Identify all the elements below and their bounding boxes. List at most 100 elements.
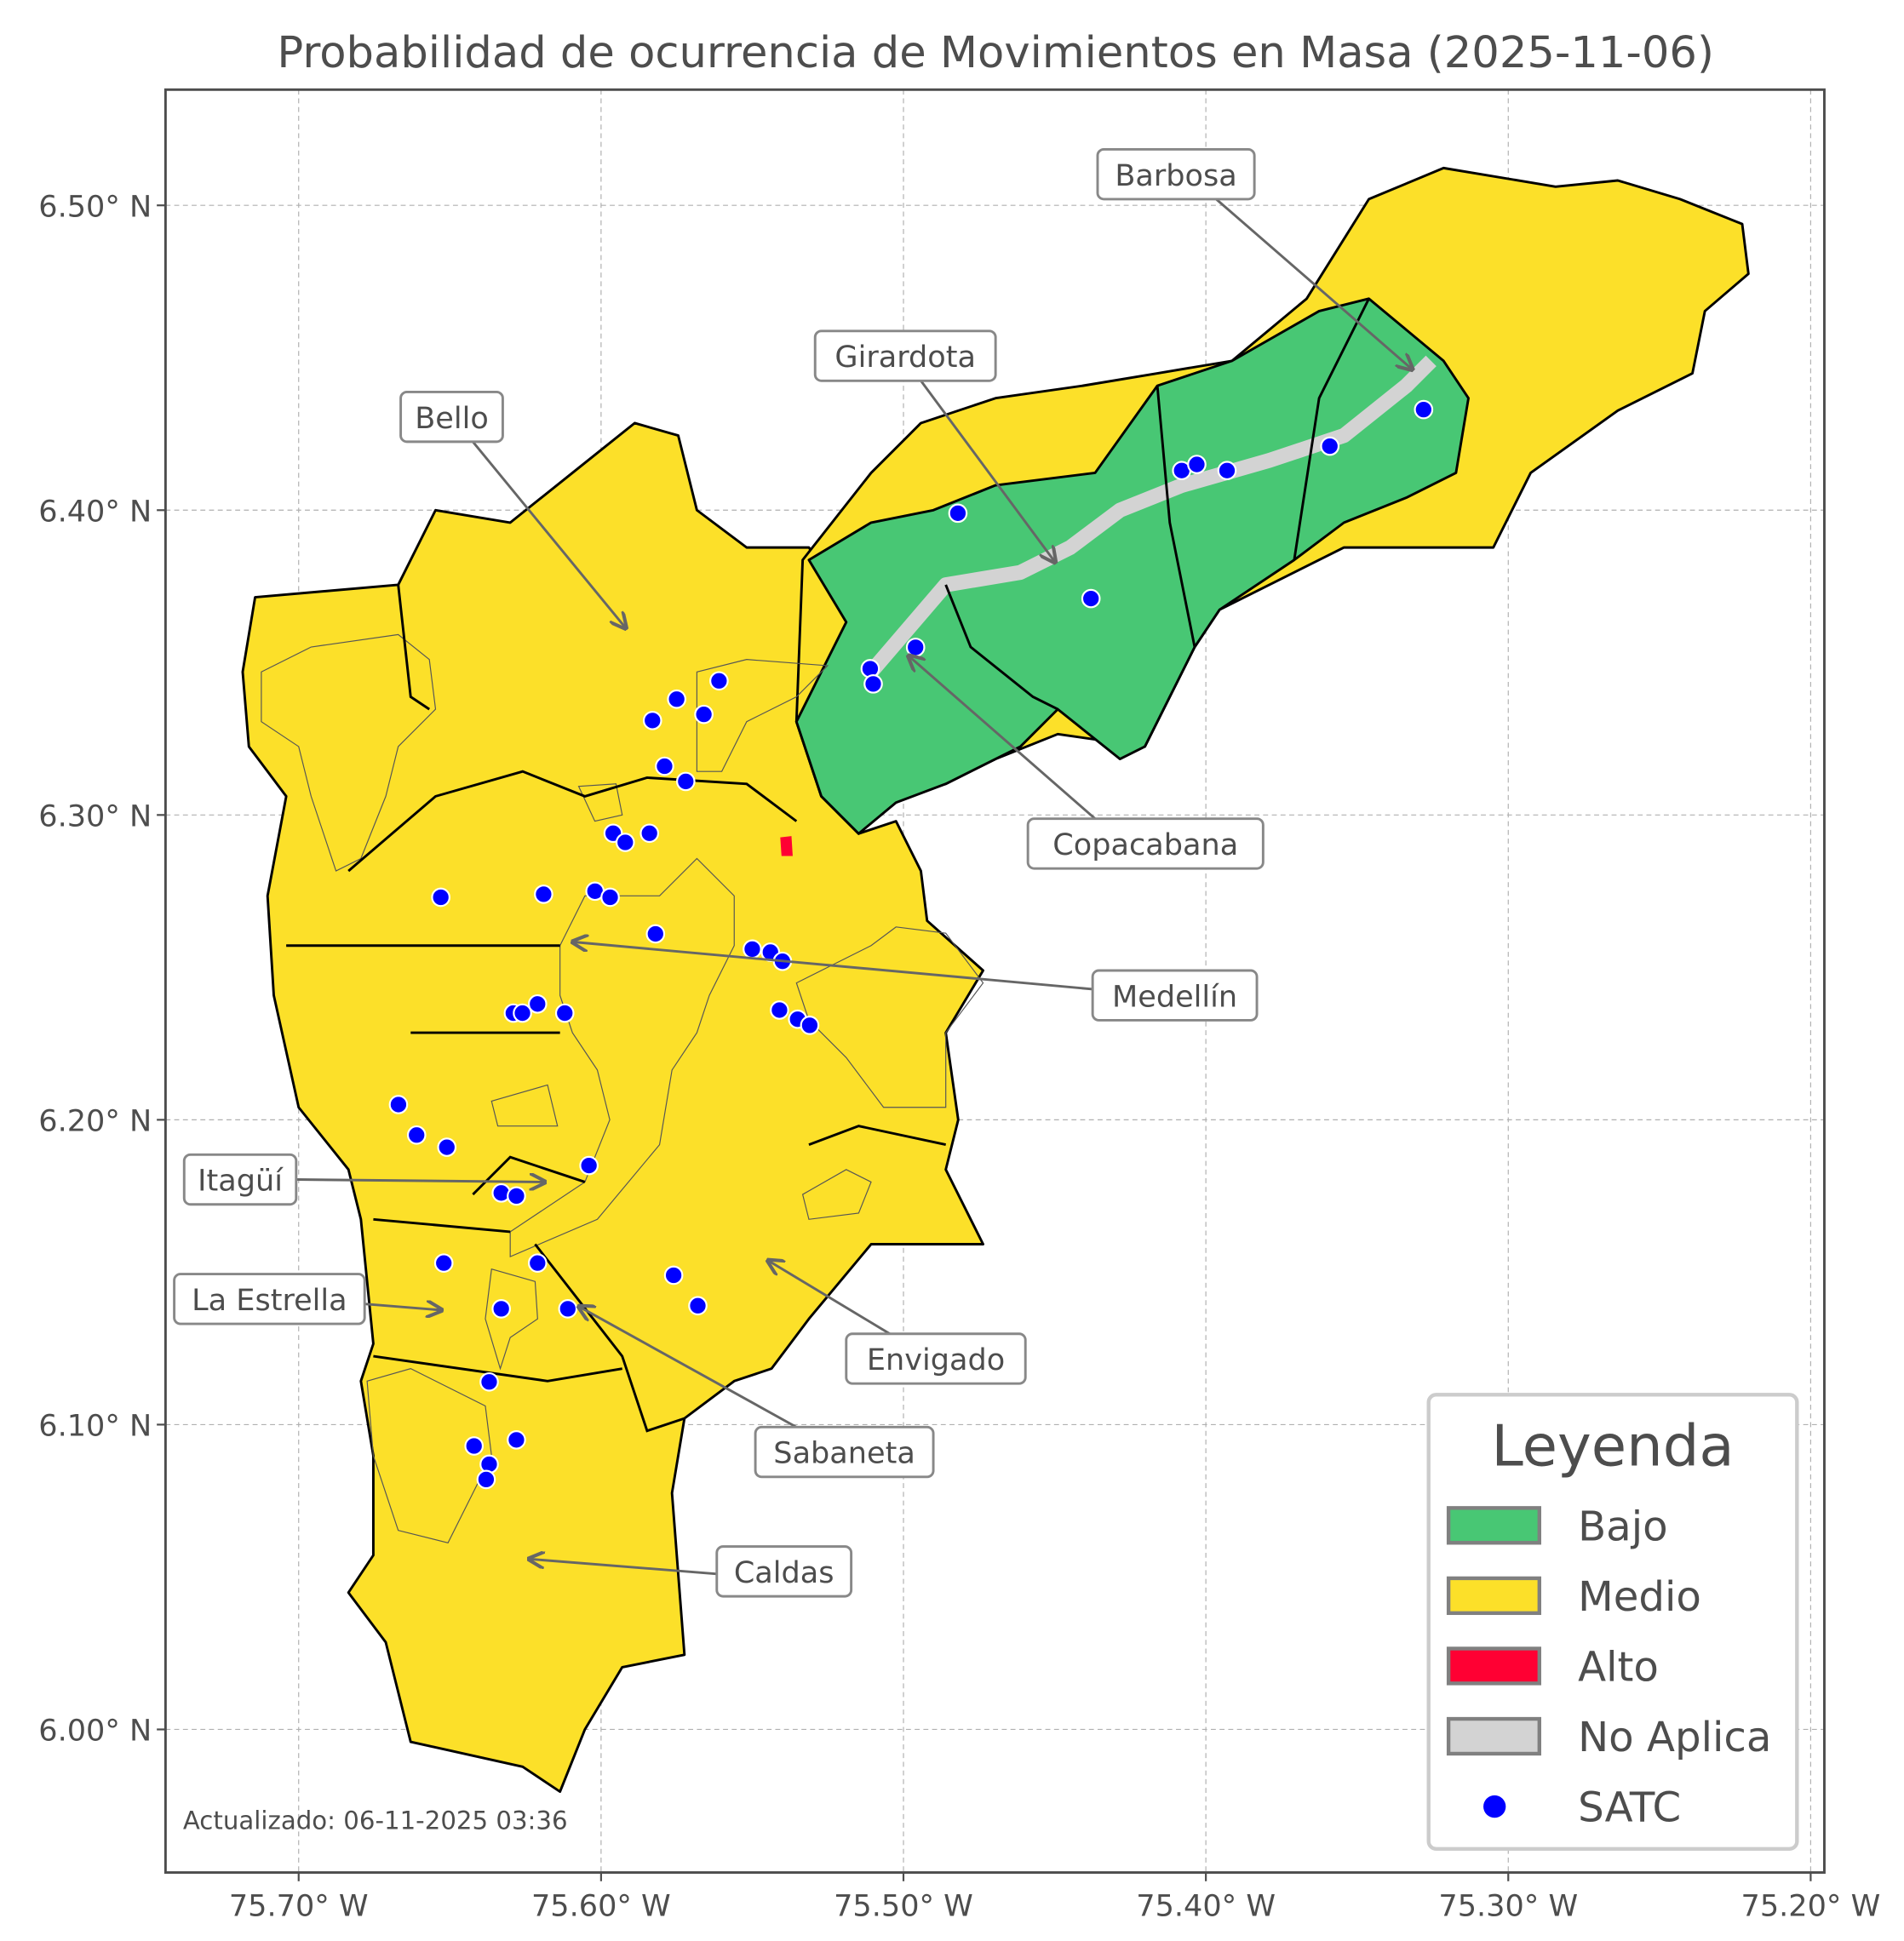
satc-stations [388, 399, 1434, 1490]
x-tick-label: 75.60° W [531, 1889, 671, 1924]
satc-station-point[interactable] [688, 1296, 708, 1316]
satc-station-point[interactable] [770, 1000, 789, 1020]
annotation-medell-n: Medellín [572, 942, 1259, 1022]
satc-station-point[interactable] [491, 1299, 512, 1319]
annotation-box [845, 1332, 1027, 1385]
satc-station-point[interactable] [709, 671, 729, 691]
annotation-label: Itagüí [198, 1164, 284, 1199]
annotation-arrow [572, 942, 1093, 991]
y-tick-label: 6.50° N [38, 189, 152, 224]
map-title: Probabilidad de ocurrencia de Movimiento… [277, 28, 1714, 78]
y-tick-label: 6.40° N [38, 494, 152, 529]
x-tick-label: 75.70° W [229, 1889, 369, 1924]
updated-note: Actualizado: 06-11-2025 03:36 [183, 1806, 568, 1835]
annotation-box [1091, 969, 1259, 1022]
legend-item-alto: Alto [1446, 1643, 1659, 1691]
satc-station-point[interactable] [437, 1137, 457, 1157]
annotation-label: Medellín [1112, 979, 1237, 1014]
region-bajo-east [795, 926, 984, 1108]
annotation-bello: Bello [399, 390, 627, 628]
satc-station-point[interactable] [527, 1253, 548, 1273]
satc-station-point[interactable] [600, 887, 620, 908]
satc-station-point[interactable] [1414, 399, 1434, 420]
region-alto-northwest [261, 633, 437, 872]
legend: Leyenda Bajo Medio Alto No Aplica SATC [1426, 1393, 1799, 1851]
axis-ticks: 75.70° W 75.60° W 75.50° W 75.40° W 75.30° W… [38, 189, 1880, 1923]
annotation-label: Sabaneta [773, 1436, 915, 1471]
y-tick-label: 6.10° N [38, 1409, 152, 1444]
annotation-arrow [364, 1304, 442, 1310]
legend-label: Medio [1578, 1573, 1701, 1621]
annotation-label: Bello [415, 401, 489, 436]
legend-swatch [1446, 1576, 1541, 1616]
legend-label: SATC [1578, 1784, 1681, 1832]
annotation-arrow [579, 1307, 798, 1429]
annotation-sabaneta: Sabaneta [579, 1307, 935, 1479]
satc-station-point[interactable] [513, 1003, 532, 1023]
region-no-aplica-envigado [801, 1169, 872, 1220]
satc-station-point[interactable] [905, 638, 926, 657]
satc-station-point[interactable] [554, 1003, 575, 1023]
risk-regions [241, 166, 1750, 1794]
annotation-box [715, 1545, 853, 1598]
legend-swatch [1446, 1646, 1541, 1686]
satc-station-point[interactable] [694, 704, 714, 724]
region-alto-medellin [780, 836, 793, 856]
satc-station-point[interactable] [527, 993, 548, 1014]
annotation-arrow [295, 1180, 545, 1182]
legend-swatch [1446, 1506, 1541, 1545]
satc-station-point[interactable] [863, 674, 883, 694]
satc-station-point[interactable] [675, 771, 696, 792]
satc-station-point[interactable] [743, 939, 762, 959]
satc-station-point[interactable] [948, 503, 968, 524]
satc-station-point[interactable] [1217, 461, 1237, 481]
satc-station-point[interactable] [1320, 436, 1340, 456]
satc-station-point[interactable] [479, 1371, 499, 1392]
legend-swatch [1446, 1716, 1541, 1756]
satc-station-point[interactable] [667, 689, 686, 709]
satc-station-point[interactable] [800, 1016, 820, 1035]
annotation-label: Copacabana [1052, 827, 1238, 862]
satc-station-point[interactable] [388, 1095, 409, 1114]
satc-station-point[interactable] [655, 756, 674, 776]
satc-station-point[interactable] [476, 1469, 496, 1490]
satc-station-point[interactable] [431, 887, 450, 908]
annotation-girardota: Girardota [813, 329, 1055, 563]
satc-station-point[interactable] [558, 1299, 578, 1319]
annotation-box [1026, 817, 1265, 870]
y-tick-label: 6.00° N [38, 1714, 152, 1749]
x-tick-label: 75.50° W [834, 1889, 973, 1924]
annotation-box [182, 1153, 298, 1206]
region-bajo-west [490, 1084, 559, 1127]
satc-station-point[interactable] [433, 1253, 454, 1273]
y-tick-label: 6.30° N [38, 799, 152, 833]
annotation-box [399, 390, 504, 444]
region-medio-main [241, 421, 984, 1794]
plot-frame [163, 88, 1826, 1875]
annotation-label: La Estrella [192, 1283, 347, 1318]
annotation-box [754, 1425, 935, 1479]
satc-station-point[interactable] [615, 833, 635, 852]
satc-station-point[interactable] [1081, 588, 1101, 609]
satc-station-point[interactable] [642, 710, 662, 730]
satc-station-point[interactable] [507, 1186, 526, 1206]
annotation-arrow [529, 1559, 717, 1576]
satc-station-point[interactable] [1187, 455, 1207, 474]
annotation-label: Caldas [734, 1555, 834, 1590]
region-no-aplica-bello [696, 659, 829, 772]
satc-station-point[interactable] [645, 924, 666, 944]
satc-station-point[interactable] [534, 885, 553, 904]
satc-station-point[interactable] [639, 823, 660, 844]
satc-station-point[interactable] [579, 1155, 599, 1176]
satc-station-point[interactable] [663, 1265, 684, 1285]
satc-station-point[interactable] [464, 1436, 485, 1456]
satc-station-point[interactable] [507, 1430, 526, 1450]
annotation-arrow [472, 440, 626, 628]
legend-item-bajo: Bajo [1446, 1503, 1668, 1550]
legend-label: Alto [1578, 1643, 1659, 1691]
annotation-copacabana: Copacabana [909, 656, 1265, 870]
region-alto-la-estrella [485, 1268, 538, 1371]
region-bajo-northeast [794, 297, 1470, 835]
region-no-aplica-corridor [865, 355, 1437, 677]
satc-station-point[interactable] [406, 1125, 427, 1145]
